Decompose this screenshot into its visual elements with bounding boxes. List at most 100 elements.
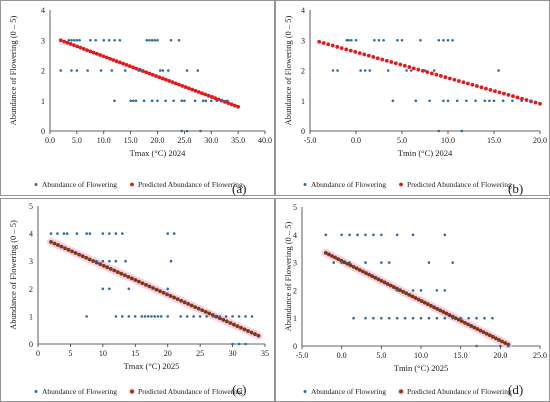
observed-point bbox=[114, 232, 118, 235]
predicted-point bbox=[80, 254, 85, 259]
observed-point bbox=[85, 315, 88, 318]
observed-point bbox=[443, 289, 447, 292]
x-tick-label: 15.0 bbox=[454, 351, 468, 360]
predicted-point bbox=[223, 99, 227, 104]
predicted-point bbox=[402, 63, 407, 68]
predicted-point bbox=[65, 40, 70, 45]
x-tick-label: 35 bbox=[261, 349, 269, 358]
predicted-point bbox=[71, 43, 76, 48]
panel-border bbox=[0, 0, 275, 196]
y-axis-label: Abundance of Flowering (0 – 5) bbox=[283, 221, 293, 331]
predicted-point bbox=[226, 101, 231, 106]
observed-point bbox=[244, 342, 247, 346]
observed-point bbox=[166, 315, 170, 318]
legend-label-predicted: Predicted Abundance of Flowering bbox=[407, 180, 512, 189]
observed-point bbox=[428, 99, 431, 103]
predicted-point bbox=[382, 280, 387, 285]
predicted-point bbox=[497, 90, 502, 95]
y-tick-label: 3 bbox=[301, 36, 305, 45]
observed-point bbox=[460, 129, 464, 133]
predicted-point bbox=[256, 333, 261, 338]
predicted-point bbox=[376, 277, 381, 282]
predicted-point bbox=[493, 89, 497, 94]
x-tick-label: 20 bbox=[164, 349, 172, 358]
predicted-point bbox=[133, 278, 138, 282]
predicted-point bbox=[389, 60, 394, 64]
predicted-point bbox=[393, 61, 398, 66]
predicted-point bbox=[487, 333, 492, 338]
predicted-point bbox=[326, 42, 331, 47]
predicted-point bbox=[91, 50, 96, 55]
y-tick-label: 0 bbox=[301, 127, 305, 136]
observed-point bbox=[437, 129, 441, 133]
predicted-point bbox=[344, 47, 349, 52]
predicted-point bbox=[488, 87, 493, 92]
observed-point bbox=[134, 99, 138, 103]
predicted-point bbox=[114, 59, 119, 64]
observed-point bbox=[211, 315, 215, 318]
predicted-point bbox=[160, 76, 165, 81]
panel-label: (d) bbox=[508, 382, 523, 397]
predicted-point bbox=[111, 58, 116, 62]
predicted-point bbox=[98, 262, 103, 267]
observed-point bbox=[359, 69, 362, 72]
observed-point bbox=[113, 99, 116, 103]
observed-point bbox=[150, 315, 153, 318]
predicted-point bbox=[213, 96, 218, 101]
observed-point bbox=[114, 259, 118, 263]
predicted-point bbox=[362, 52, 367, 57]
y-tick-label: 2 bbox=[41, 67, 45, 76]
observed-point bbox=[451, 316, 455, 320]
observed-point bbox=[148, 38, 151, 42]
predicted-point bbox=[81, 46, 86, 51]
predicted-point bbox=[326, 252, 331, 257]
x-tick-label: 35.0 bbox=[231, 136, 245, 145]
observed-point bbox=[124, 259, 127, 263]
predicted-point bbox=[385, 282, 390, 286]
predicted-point bbox=[173, 81, 178, 86]
predicted-point bbox=[411, 66, 416, 71]
legend-marker-observed bbox=[303, 183, 307, 186]
x-tick-label: 20.0 bbox=[493, 351, 507, 360]
x-tick-label: 20.0 bbox=[533, 136, 547, 145]
predicted-point bbox=[479, 85, 484, 90]
observed-point bbox=[224, 315, 228, 318]
observed-point bbox=[395, 289, 399, 292]
observed-point bbox=[133, 315, 137, 318]
predicted-point bbox=[151, 286, 155, 290]
predicted-point bbox=[62, 39, 66, 44]
predicted-point bbox=[416, 67, 421, 72]
predicted-point bbox=[452, 77, 457, 82]
chart-panel-2: 0 1 2 3 4 -5.0 0.0 5.0 10.0 15.0 20.0 Tmin (°C) 202… bbox=[275, 0, 550, 196]
observed-point bbox=[169, 38, 173, 42]
x-axis-label: Tmax (°C) 2025 bbox=[124, 361, 180, 371]
predicted-point bbox=[121, 61, 126, 66]
predicted-point bbox=[140, 281, 145, 286]
x-tick-label: 40.0 bbox=[258, 136, 272, 145]
predicted-point bbox=[126, 274, 131, 279]
legend-label-observed: Abundance of Flowering bbox=[42, 180, 117, 189]
predicted-point bbox=[200, 91, 204, 96]
observed-point bbox=[101, 287, 105, 291]
observed-point bbox=[372, 316, 375, 320]
predicted-point bbox=[75, 44, 80, 49]
observed-point bbox=[205, 315, 208, 318]
observed-point bbox=[364, 261, 367, 264]
legend-label-predicted: Predicted Abundance of Flowering bbox=[138, 180, 243, 189]
observed-point bbox=[350, 38, 353, 42]
predicted-point bbox=[189, 303, 194, 308]
x-tick-label: 10.0 bbox=[414, 351, 428, 360]
observed-point bbox=[400, 38, 404, 42]
observed-point bbox=[364, 233, 367, 237]
observed-point bbox=[529, 99, 533, 103]
predicted-point bbox=[147, 284, 152, 289]
observed-point bbox=[67, 38, 71, 42]
predicted-point bbox=[154, 74, 158, 78]
predicted-point bbox=[183, 85, 188, 89]
predicted-point bbox=[353, 49, 358, 54]
observed-point bbox=[465, 99, 468, 103]
observed-point bbox=[427, 261, 431, 264]
predicted-point bbox=[533, 100, 538, 105]
predicted-point bbox=[493, 336, 498, 341]
predicted-point bbox=[500, 339, 504, 344]
